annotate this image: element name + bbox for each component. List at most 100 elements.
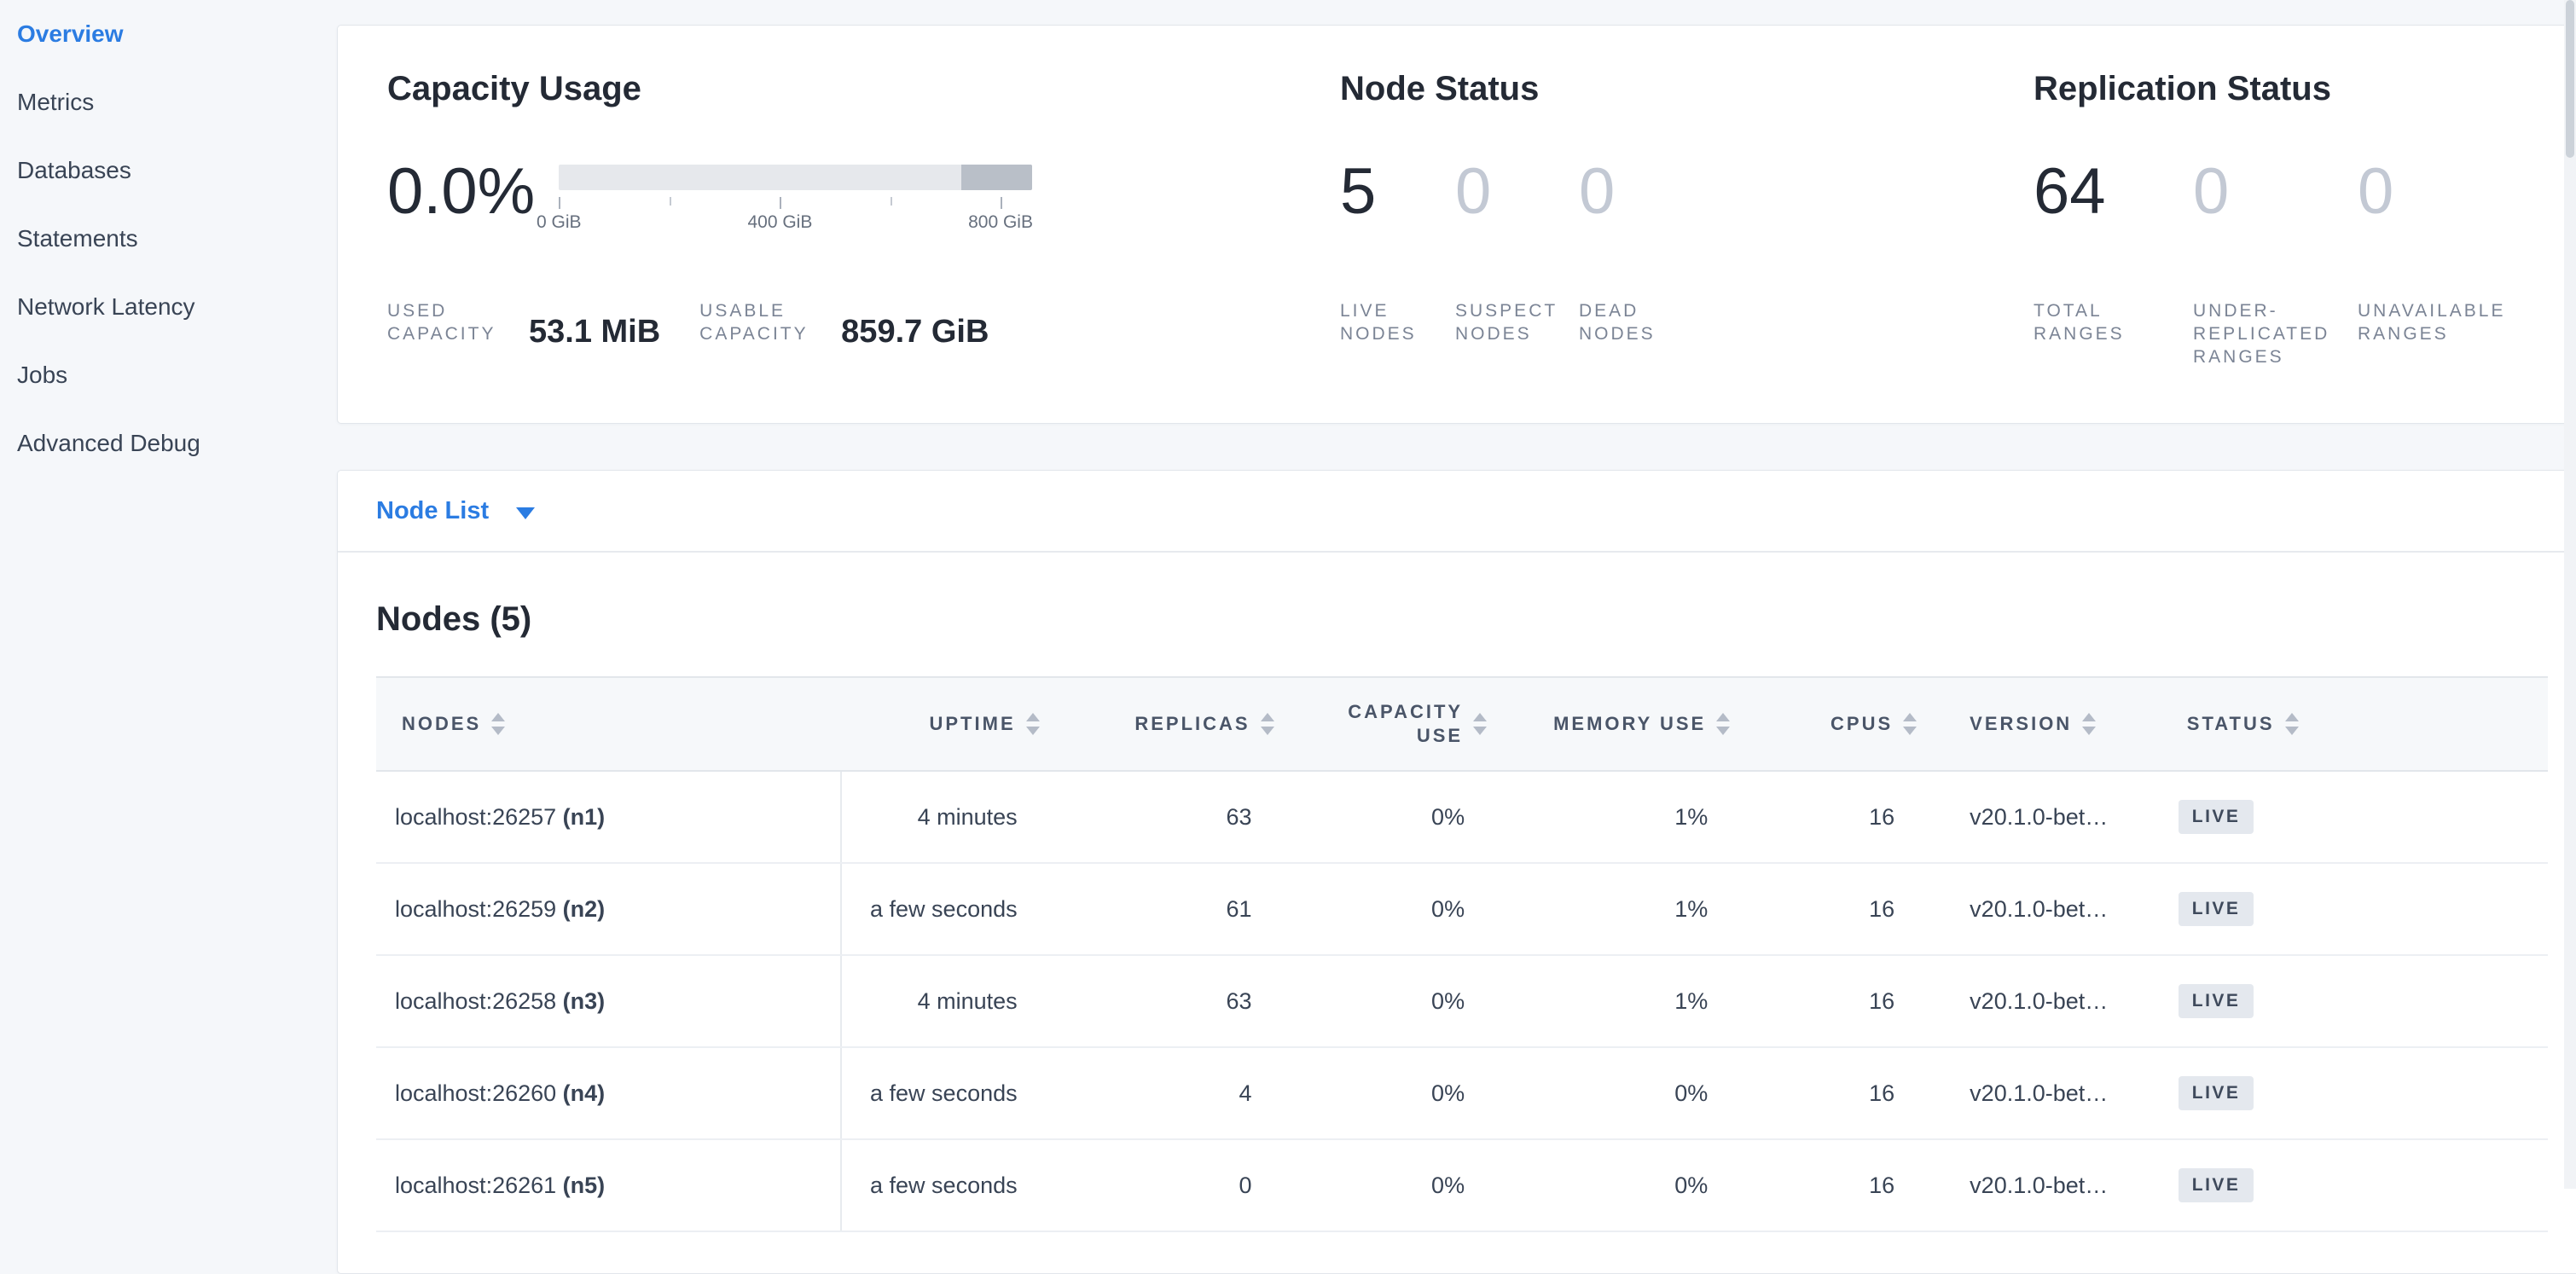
column-header-status[interactable]: STATUS — [2161, 676, 2548, 772]
node-address-cell: localhost:26261 (n5) — [376, 1139, 842, 1232]
column-header-replicas[interactable]: REPLICAS — [1066, 676, 1302, 772]
suspect-nodes-label: SUSPECT NODES — [1455, 301, 1558, 344]
memory-use-cell: 1% — [1514, 863, 1758, 956]
cluster-summary-card: Capacity Usage 0.0% — [337, 25, 2576, 424]
vertical-scrollbar[interactable] — [2564, 0, 2576, 1189]
used-capacity-label: USED CAPACITY — [387, 301, 496, 344]
replication-status-title: Replication Status — [2034, 70, 2331, 107]
column-header-memory-use[interactable]: MEMORY USE — [1514, 676, 1758, 772]
table-row[interactable]: localhost:26261 (n5) a few seconds 0 0% … — [376, 1139, 2548, 1232]
replication-status-section: Replication Status 64 TOTAL RANGES 0 UND… — [2034, 70, 2537, 368]
dead-nodes-stat: 0 DEAD NODES — [1579, 158, 1707, 345]
column-header-version[interactable]: VERSION — [1944, 676, 2161, 772]
capacity-usage-section: Capacity Usage 0.0% — [387, 70, 1340, 368]
unavailable-ranges-stat: 0 UNAVAILABLE RANGES — [2358, 158, 2537, 368]
main-content: Capacity Usage 0.0% — [328, 0, 2576, 1274]
replicas-cell: 61 — [1066, 863, 1302, 956]
capacity-bar-chart: 0 GiB 400 GiB 800 GiB — [537, 165, 1033, 232]
total-ranges-stat: 64 TOTAL RANGES — [2034, 158, 2193, 368]
sort-icon — [2082, 713, 2097, 735]
live-nodes-stat: 5 LIVE NODES — [1340, 158, 1455, 345]
memory-use-cell: 0% — [1514, 1139, 1758, 1232]
usable-capacity-label: USABLE CAPACITY — [699, 301, 809, 344]
column-header-nodes[interactable]: NODES — [376, 676, 841, 772]
axis-tick-label: 400 GiB — [747, 212, 813, 232]
uptime-cell: 4 minutes — [840, 955, 1067, 1048]
table-row[interactable]: localhost:26260 (n4) a few seconds 4 0% … — [376, 1047, 2548, 1140]
view-selector-label: Node List — [376, 496, 490, 524]
column-header-cpus[interactable]: CPUS — [1757, 676, 1945, 772]
capacity-used-percent: 0.0% — [387, 155, 536, 228]
axis-tick-label: 800 GiB — [968, 212, 1033, 232]
capacity-use-cell: 0% — [1301, 1047, 1515, 1140]
sidebar-item-statements[interactable]: Statements — [17, 225, 138, 252]
scrollbar-thumb[interactable] — [2566, 0, 2574, 158]
sort-icon — [2284, 713, 2299, 735]
total-ranges-label: TOTAL RANGES — [2034, 301, 2125, 344]
replicas-cell: 63 — [1066, 955, 1302, 1048]
unavailable-ranges-label: UNAVAILABLE RANGES — [2358, 301, 2506, 344]
version-cell: v20.1.0-bet… — [1944, 955, 2161, 1048]
memory-use-cell: 1% — [1514, 771, 1758, 864]
status-cell: LIVE — [2161, 863, 2548, 956]
node-status-section: Node Status 5 LIVE NODES 0 SUSPECT NODES… — [1340, 70, 2034, 368]
cpus-cell: 16 — [1757, 1047, 1945, 1140]
sort-icon — [1025, 713, 1040, 735]
view-selector-dropdown[interactable]: Node List — [338, 471, 2576, 553]
cpus-cell: 16 — [1757, 863, 1945, 956]
capacity-use-cell: 0% — [1301, 1139, 1515, 1232]
sidebar: Overview Metrics Databases Statements Ne… — [0, 0, 328, 1189]
chevron-down-icon — [516, 507, 536, 519]
used-capacity-stat: USED CAPACITY 53.1 MiB — [387, 299, 661, 350]
version-cell: v20.1.0-bet… — [1944, 863, 2161, 956]
sidebar-item-databases[interactable]: Databases — [17, 157, 131, 183]
replicas-cell: 63 — [1066, 771, 1302, 864]
capacity-bar-segment — [960, 165, 1033, 190]
memory-use-cell: 1% — [1514, 955, 1758, 1048]
uptime-cell: 4 minutes — [840, 771, 1067, 864]
capacity-stats: USED CAPACITY 53.1 MiB USABLE CAPACITY 8… — [387, 299, 1340, 350]
sidebar-item-metrics[interactable]: Metrics — [17, 89, 95, 115]
sort-icon — [1260, 713, 1274, 735]
capacity-use-cell: 0% — [1301, 863, 1515, 956]
column-header-capacity-use[interactable]: CAPACITY USE — [1301, 676, 1515, 772]
sort-icon — [1473, 713, 1488, 735]
nodes-table: NODES UPTIME REPLICAS CAPACITY USE MEMOR… — [376, 676, 2548, 1232]
sidebar-item-advanced-debug[interactable]: Advanced Debug — [17, 430, 200, 456]
uptime-cell: a few seconds — [840, 1139, 1067, 1232]
status-cell: LIVE — [2161, 1047, 2548, 1140]
nodes-table-title: Nodes (5) — [376, 600, 532, 638]
node-address-cell: localhost:26260 (n4) — [376, 1047, 842, 1140]
capacity-axis-ticks — [559, 197, 1032, 209]
under-replicated-label: UNDER-REPLICATED RANGES — [2193, 301, 2330, 367]
capacity-usage-title: Capacity Usage — [387, 70, 641, 107]
status-badge: LIVE — [2178, 800, 2254, 834]
table-row[interactable]: localhost:26257 (n1) 4 minutes 63 0% 1% … — [376, 771, 2548, 864]
column-header-uptime[interactable]: UPTIME — [840, 676, 1067, 772]
version-cell: v20.1.0-bet… — [1944, 1139, 2161, 1232]
axis-tick-label: 0 GiB — [536, 212, 582, 232]
under-replicated-value: 0 — [2193, 155, 2230, 228]
used-capacity-value: 53.1 MiB — [529, 314, 661, 350]
live-nodes-label: LIVE NODES — [1340, 301, 1417, 344]
table-header-row: NODES UPTIME REPLICAS CAPACITY USE MEMOR… — [376, 676, 2548, 772]
status-badge: LIVE — [2178, 1168, 2254, 1202]
cpus-cell: 16 — [1757, 955, 1945, 1048]
table-row[interactable]: localhost:26258 (n3) 4 minutes 63 0% 1% … — [376, 955, 2548, 1048]
status-badge: LIVE — [2178, 1076, 2254, 1110]
capacity-use-cell: 0% — [1301, 771, 1515, 864]
sidebar-item-overview[interactable]: Overview — [17, 20, 124, 47]
version-cell: v20.1.0-bet… — [1944, 771, 2161, 864]
node-address-cell: localhost:26258 (n3) — [376, 955, 842, 1048]
dead-nodes-value: 0 — [1579, 155, 1616, 228]
node-address-cell: localhost:26257 (n1) — [376, 771, 842, 864]
usable-capacity-value: 859.7 GiB — [841, 314, 989, 350]
cpus-cell: 16 — [1757, 1139, 1945, 1232]
replicas-cell: 4 — [1066, 1047, 1302, 1140]
sidebar-item-jobs[interactable]: Jobs — [17, 362, 68, 388]
uptime-cell: a few seconds — [840, 863, 1067, 956]
table-row[interactable]: localhost:26259 (n2) a few seconds 61 0%… — [376, 863, 2548, 956]
suspect-nodes-stat: 0 SUSPECT NODES — [1455, 158, 1579, 345]
sidebar-item-network-latency[interactable]: Network Latency — [17, 293, 195, 320]
